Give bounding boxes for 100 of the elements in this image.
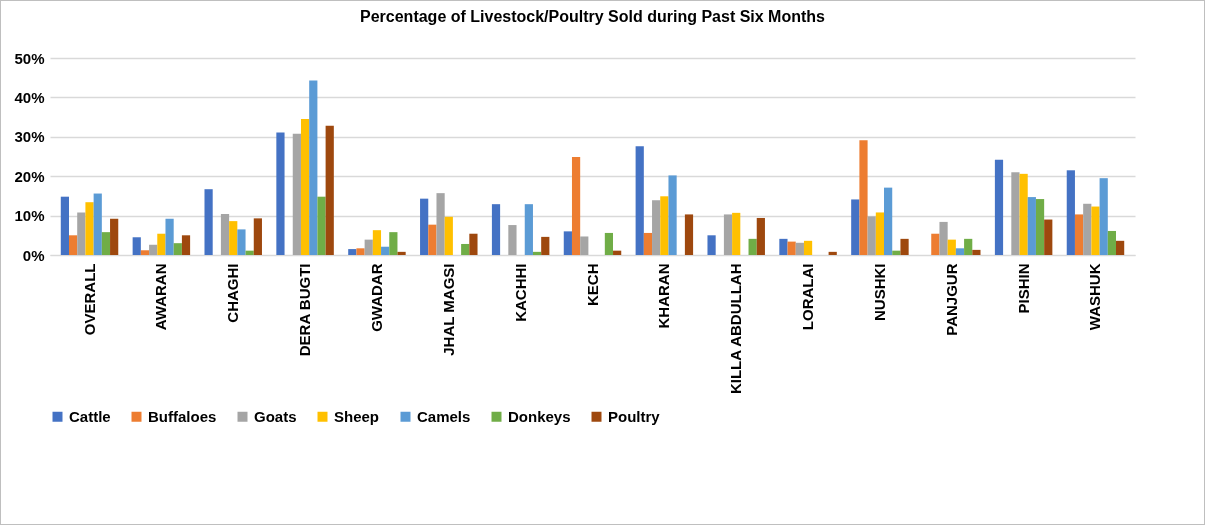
x-tick-label: NUSHKI: [870, 263, 888, 322]
bar: [900, 238, 909, 255]
bar: [787, 241, 796, 255]
bar: [972, 249, 981, 255]
bar: [389, 232, 398, 255]
bar: [668, 175, 677, 255]
bar: [707, 235, 716, 255]
bar: [157, 233, 166, 255]
bar: [372, 230, 382, 255]
x-tick-label: JHAL MAGSI: [439, 263, 457, 356]
bar: [397, 251, 406, 255]
x-tick-label: OVERALL: [80, 263, 98, 336]
bar: [444, 216, 453, 255]
legend-label: Donkeys: [508, 407, 571, 425]
legend-label: Camels: [417, 407, 471, 425]
legend-label: Cattle: [69, 407, 111, 425]
bar: [684, 214, 694, 255]
bar: [851, 199, 860, 255]
bar: [276, 132, 285, 255]
bar: [165, 218, 174, 255]
bar: [149, 244, 158, 255]
bar: [580, 236, 589, 255]
x-tick-label: PANJGUR: [942, 263, 960, 336]
bar: [436, 193, 445, 255]
bar: [508, 225, 517, 255]
bar: [461, 243, 470, 255]
bar: [420, 198, 429, 255]
x-tick-label: GWADAR: [367, 263, 385, 332]
bar: [1074, 214, 1084, 255]
bar: [643, 232, 653, 255]
bar: [356, 248, 365, 255]
bar: [181, 235, 191, 255]
bar: [756, 217, 765, 255]
bar: [173, 243, 182, 255]
bar: [931, 233, 940, 255]
bar: [604, 232, 614, 255]
bar: [532, 251, 542, 255]
bar: [132, 237, 141, 255]
bar: [93, 193, 102, 255]
bar: [947, 239, 956, 255]
y-tick-label: 20%: [14, 167, 45, 185]
bar: [1066, 170, 1075, 255]
bar: [237, 229, 246, 255]
x-tick-label: CHAGHI: [224, 263, 242, 323]
legend-label: Poultry: [608, 407, 661, 425]
x-tick-label: KECH: [583, 263, 601, 307]
x-tick-label: KHARAN: [655, 263, 673, 329]
bar: [309, 80, 318, 255]
bar: [348, 249, 357, 255]
bar: [110, 218, 119, 255]
y-tick-label: 50%: [14, 49, 45, 67]
bar: [563, 231, 572, 255]
bar: [875, 212, 885, 255]
x-tick-label: DERA BUGTI: [296, 263, 314, 357]
bar: [884, 187, 893, 255]
bar: [325, 125, 334, 255]
bar: [779, 238, 788, 255]
bar: [220, 214, 230, 255]
x-tick-label: KILLA ABDULLAH: [727, 263, 745, 395]
bar: [292, 133, 301, 255]
bar: [652, 200, 661, 255]
bar: [867, 216, 876, 255]
legend-label: Goats: [254, 407, 297, 425]
bar: [803, 240, 813, 255]
bar: [317, 196, 326, 255]
bar: [1116, 240, 1125, 255]
bar: [300, 119, 310, 255]
chart-title: Percentage of Livestock/Poultry Sold during Past Six Months: [360, 8, 826, 25]
bar: [571, 156, 581, 255]
bar: [1035, 199, 1045, 255]
x-tick-label: AWARAN: [152, 263, 170, 331]
bar: [140, 250, 150, 255]
bar: [748, 238, 757, 255]
x-tick-label: WASHUK: [1086, 263, 1104, 331]
x-tick-label: PISHIN: [1014, 263, 1032, 314]
y-tick-label: 40%: [14, 88, 45, 106]
bar: [541, 236, 550, 255]
y-tick-label: 30%: [14, 128, 45, 146]
bar: [77, 212, 86, 255]
bar: [1083, 203, 1092, 255]
bar: [859, 140, 868, 255]
bar: [994, 159, 1004, 255]
bar: [85, 202, 94, 255]
bar: [939, 221, 948, 255]
bar: [381, 246, 390, 255]
bar: [1044, 219, 1053, 255]
bar: [364, 239, 373, 255]
bar: [229, 221, 238, 255]
bar: [732, 212, 741, 255]
bar: [1027, 197, 1036, 255]
bar: [955, 248, 965, 255]
bar: [635, 146, 644, 255]
bar: [1091, 206, 1100, 255]
bar: [253, 218, 262, 255]
y-tick-label: 0%: [22, 246, 45, 264]
bar: [101, 232, 111, 255]
bar: [1011, 172, 1020, 255]
bar: [660, 196, 669, 255]
bar: [60, 196, 69, 255]
bar: [964, 238, 973, 255]
